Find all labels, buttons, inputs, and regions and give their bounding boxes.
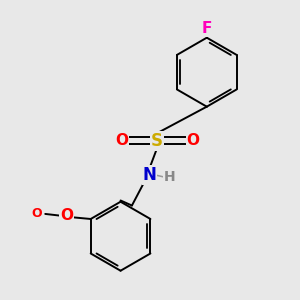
Text: H: H	[164, 170, 176, 184]
Text: S: S	[151, 132, 163, 150]
Text: O: O	[32, 207, 42, 220]
Text: O: O	[115, 133, 128, 148]
Text: N: N	[142, 166, 157, 184]
Text: O: O	[186, 133, 200, 148]
Text: F: F	[202, 21, 212, 36]
Text: O: O	[60, 208, 73, 223]
